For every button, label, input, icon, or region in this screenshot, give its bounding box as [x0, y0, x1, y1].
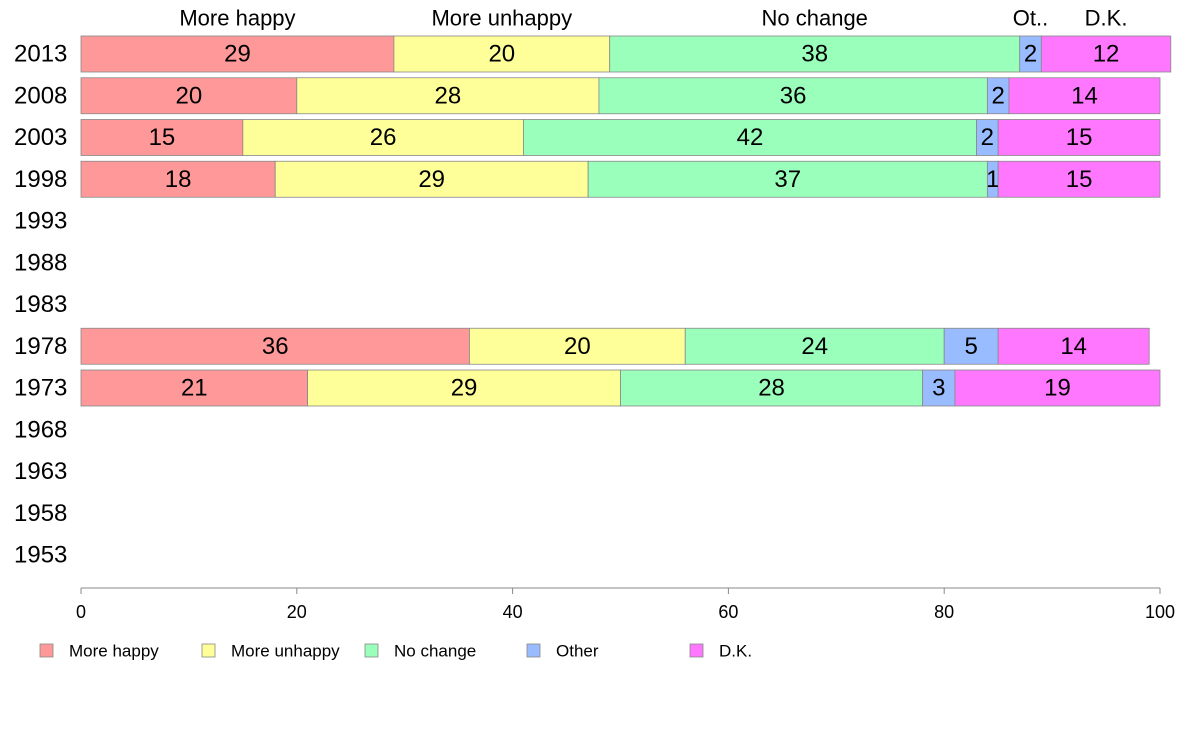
data-label: 20 [564, 333, 591, 360]
top-labels-group: More happy More unhappy No change Ot.. D.K. [179, 6, 1127, 31]
x-tick-label: 40 [503, 602, 523, 622]
legend-swatch [526, 643, 541, 658]
legend-label: Other [556, 642, 599, 661]
legend-label: More happy [69, 642, 159, 661]
data-label: 14 [1060, 333, 1087, 360]
data-label: 15 [1066, 124, 1093, 151]
data-label: 20 [488, 41, 515, 68]
data-label: 2 [1024, 41, 1037, 68]
top-series-label: No change [762, 6, 868, 31]
bar-segment [296, 77, 600, 115]
x-tick-label: 80 [934, 602, 954, 622]
year-label: 2008 [14, 82, 67, 109]
year-label: 1953 [14, 542, 67, 569]
bar-segment [609, 35, 1021, 73]
x-tick-label: 20 [287, 602, 307, 622]
bar-segment [242, 119, 524, 156]
year-label: 1993 [14, 208, 67, 235]
bar-segment [620, 369, 924, 407]
year-label: 1958 [14, 500, 67, 527]
year-label: 1968 [14, 416, 67, 443]
x-tick-label: 100 [1145, 602, 1175, 622]
legend-label: No change [394, 642, 476, 661]
year-labels-group: 2013 2008 2003 1998 1993 1988 1983 1978 1973 1968… [14, 41, 67, 569]
bar-segment [587, 160, 988, 198]
bar-segment [997, 119, 1161, 156]
data-label: 28 [758, 375, 785, 402]
bar-segment [393, 35, 611, 73]
top-series-label: More unhappy [431, 6, 572, 31]
bar-segment [997, 327, 1150, 365]
data-label: 14 [1071, 82, 1098, 109]
year-label: 1998 [14, 166, 67, 193]
bar-segment [274, 160, 589, 198]
year-label: 1983 [14, 291, 67, 318]
data-label: 37 [774, 166, 801, 193]
year-label: 1963 [14, 458, 67, 485]
bar-segment [1008, 77, 1161, 115]
year-label: 2013 [14, 41, 67, 68]
top-series-label: More happy [179, 6, 295, 31]
data-label: 18 [165, 166, 192, 193]
bar-segment [80, 119, 244, 156]
data-label: 12 [1093, 41, 1120, 68]
legend-label: D.K. [719, 642, 752, 661]
data-label: 29 [451, 375, 478, 402]
bar-segment [469, 327, 686, 365]
data-label: 28 [435, 82, 462, 109]
x-axis: 0 20 40 60 80 100 [76, 587, 1175, 622]
bar-segment [80, 77, 298, 115]
legend-swatch [689, 643, 704, 658]
data-label: 3 [932, 375, 945, 402]
data-label: 29 [418, 166, 445, 193]
legend-swatch [39, 643, 54, 658]
year-label: 1978 [14, 333, 67, 360]
top-series-label: Ot.. [1013, 6, 1048, 31]
bar-segment [684, 327, 945, 365]
year-label: 1988 [14, 249, 67, 276]
data-label: 19 [1044, 375, 1071, 402]
year-label: 1973 [14, 375, 67, 402]
legend-label: More unhappy [231, 642, 340, 661]
data-label: 20 [176, 82, 203, 109]
legend-swatch [201, 643, 216, 658]
data-label: 36 [780, 82, 807, 109]
data-label: 2 [991, 82, 1004, 109]
data-label: 29 [224, 41, 251, 68]
x-tick-label: 0 [76, 602, 86, 622]
x-tick-label: 60 [718, 602, 738, 622]
top-series-label: D.K. [1085, 6, 1128, 31]
data-label: 15 [1066, 166, 1093, 193]
data-label: 24 [801, 333, 828, 360]
data-label: 1 [986, 166, 999, 193]
bar-segment [80, 369, 308, 407]
data-label: 15 [149, 124, 176, 151]
bar-segment [598, 77, 988, 115]
data-label: 36 [262, 333, 289, 360]
bar-segment [80, 35, 395, 73]
bar-segment [997, 160, 1161, 198]
bar-segment [954, 369, 1161, 407]
data-label: 21 [181, 375, 208, 402]
data-label: 42 [737, 124, 764, 151]
bar-segment [922, 369, 956, 407]
bar-segment [522, 119, 977, 156]
data-label: 5 [964, 333, 977, 360]
data-label: 26 [370, 124, 397, 151]
data-label: 2 [981, 124, 994, 151]
legend: More happy More unhappy No change Other D.K. [39, 642, 752, 661]
bar-segment [1040, 35, 1172, 73]
bar-segment [943, 327, 999, 365]
data-label: 38 [801, 41, 828, 68]
legend-swatch [364, 643, 379, 658]
year-label: 2003 [14, 124, 67, 151]
bar-segment [80, 160, 276, 198]
